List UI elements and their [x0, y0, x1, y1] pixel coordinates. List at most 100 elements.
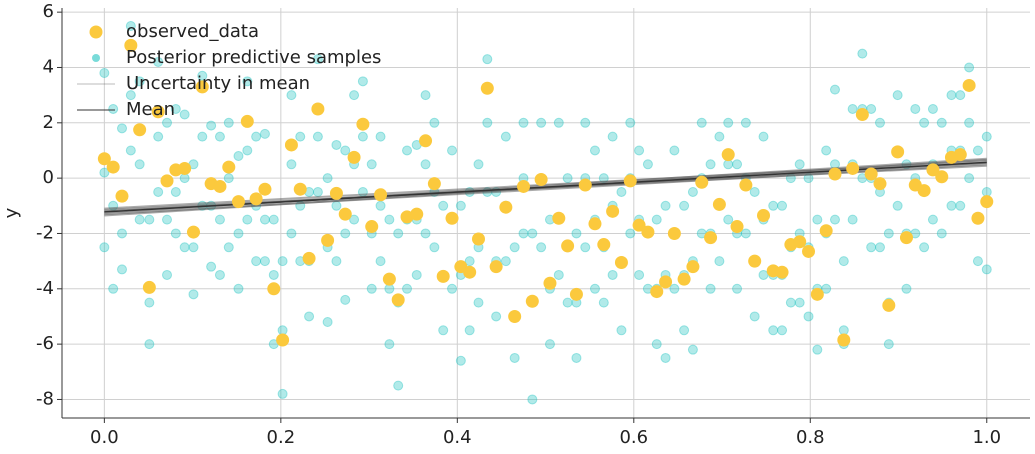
posterior-sample: [518, 228, 529, 239]
posterior-sample: [420, 159, 431, 170]
observed-point: [864, 167, 878, 181]
observed-point: [124, 38, 138, 52]
posterior-sample: [749, 311, 760, 322]
observed-point: [802, 244, 816, 258]
observed-point: [828, 167, 842, 181]
posterior-sample: [331, 139, 342, 150]
posterior-sample: [420, 228, 431, 239]
posterior-sample: [197, 70, 208, 81]
posterior-sample: [447, 283, 458, 294]
posterior-sample: [607, 131, 618, 142]
posterior-sample: [420, 90, 431, 101]
x-tick-label: 1.0: [972, 427, 1001, 448]
observed-point: [650, 285, 664, 299]
posterior-sample: [812, 344, 823, 355]
posterior-sample: [589, 145, 600, 156]
posterior-sample: [162, 214, 173, 225]
observed-point: [489, 260, 503, 274]
observed-point: [971, 211, 985, 225]
observed-point: [819, 224, 833, 238]
x-tick-label: 0.6: [619, 427, 648, 448]
posterior-sample: [981, 186, 992, 197]
posterior-sample: [553, 269, 564, 280]
posterior-sample: [393, 380, 404, 391]
observed-point: [516, 179, 530, 193]
observed-point: [213, 179, 227, 193]
observed-point: [222, 160, 236, 174]
posterior-sample: [340, 294, 351, 305]
posterior-sample: [500, 256, 511, 267]
legend-label: observed_data: [126, 21, 259, 42]
y-tick-label: 4: [43, 56, 54, 77]
legend-label: Posterior predictive samples: [126, 47, 381, 68]
posterior-sample: [919, 117, 930, 128]
posterior-sample: [366, 159, 377, 170]
posterior-sample: [981, 264, 992, 275]
posterior-sample: [429, 242, 440, 253]
observed-point: [321, 233, 335, 247]
observed-point: [133, 123, 147, 137]
posterior-sample: [117, 228, 128, 239]
legend-marker: [89, 25, 103, 39]
posterior-sample: [464, 325, 475, 336]
observed-point: [793, 235, 807, 249]
posterior-sample: [927, 103, 938, 114]
posterior-sample: [340, 228, 351, 239]
observed-point: [508, 309, 522, 323]
posterior-sample: [660, 200, 671, 211]
posterior-sample: [179, 242, 190, 253]
posterior-sample: [144, 214, 155, 225]
posterior-sample: [331, 200, 342, 211]
posterior-sample: [357, 76, 368, 87]
observed-point: [757, 208, 771, 222]
posterior-sample: [429, 117, 440, 128]
posterior-sample: [598, 297, 609, 308]
posterior-sample: [206, 261, 217, 272]
posterior-sample: [768, 200, 779, 211]
posterior-sample: [223, 173, 234, 184]
posterior-sample: [384, 214, 395, 225]
posterior-sample: [259, 256, 270, 267]
posterior-sample: [125, 145, 136, 156]
observed-point: [525, 294, 539, 308]
observed-point: [632, 218, 646, 232]
posterior-sample: [375, 256, 386, 267]
posterior-sample: [312, 131, 323, 142]
posterior-sample: [108, 283, 119, 294]
posterior-sample: [108, 103, 119, 114]
observed-point: [115, 189, 129, 203]
observed-point: [578, 178, 592, 192]
posterior-sample: [829, 214, 840, 225]
observed-point: [480, 81, 494, 95]
posterior-sample: [580, 117, 591, 128]
posterior-sample: [349, 214, 360, 225]
posterior-sample: [883, 228, 894, 239]
posterior-sample: [455, 200, 466, 211]
posterior-sample: [527, 228, 538, 239]
posterior-sample: [117, 123, 128, 134]
observed-point: [614, 256, 628, 270]
posterior-sample: [214, 269, 225, 280]
posterior-sample: [340, 145, 351, 156]
observed-point: [427, 177, 441, 191]
observed-point: [356, 117, 370, 131]
posterior-sample: [553, 117, 564, 128]
observed-point: [561, 239, 575, 253]
posterior-sample: [411, 269, 422, 280]
posterior-sample: [687, 344, 698, 355]
posterior-sample: [838, 256, 849, 267]
observed-point: [623, 174, 637, 188]
posterior-sample: [233, 151, 244, 162]
observed-point: [739, 178, 753, 192]
x-tick-label: 0.0: [90, 427, 119, 448]
posterior-sample: [188, 289, 199, 300]
posterior-sample: [223, 242, 234, 253]
observed-point: [463, 265, 477, 279]
observed-point: [926, 163, 940, 177]
y-tick-label: -8: [36, 388, 54, 409]
posterior-sample: [901, 283, 912, 294]
posterior-sample: [669, 283, 680, 294]
posterior-sample: [571, 352, 582, 363]
observed-point: [436, 269, 450, 283]
posterior-sample: [482, 117, 493, 128]
